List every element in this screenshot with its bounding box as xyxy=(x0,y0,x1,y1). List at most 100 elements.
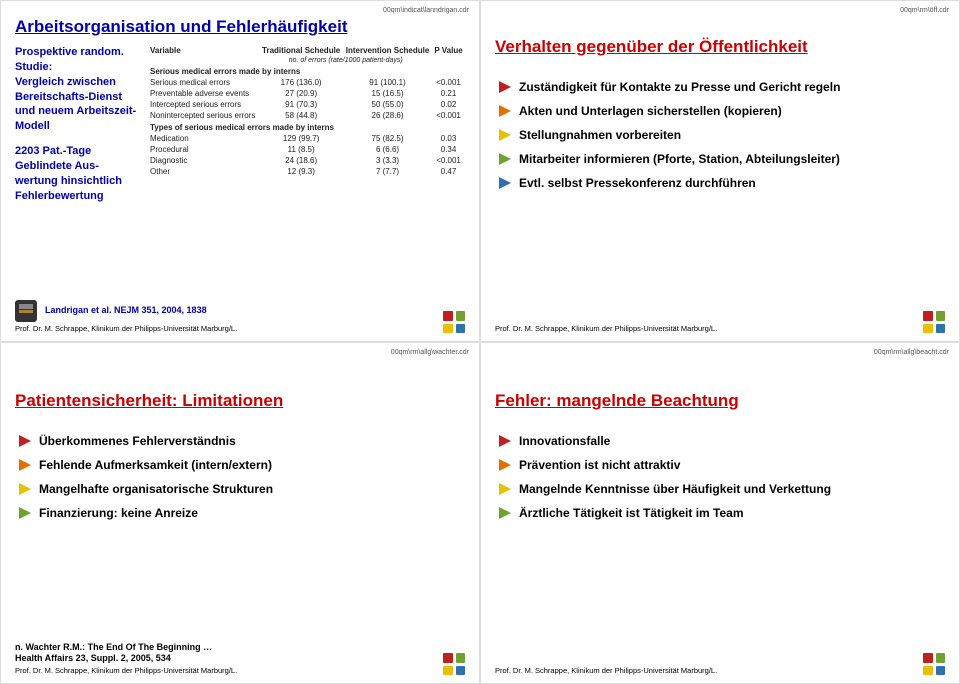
table-cell: 26 (28.6) xyxy=(343,110,432,121)
uni-icon xyxy=(15,300,37,322)
table-cell: 129 (99.7) xyxy=(259,133,343,144)
table-cell: 0.47 xyxy=(432,166,465,177)
bullet-item: Finanzierung: keine Anreize xyxy=(19,506,465,521)
bullet-item: Evtl. selbst Pressekonferenz durchführen xyxy=(499,176,945,191)
table-cell: 91 (70.3) xyxy=(259,99,343,110)
table-cell: <0.001 xyxy=(432,110,465,121)
table-row: Preventable adverse events27 (20.9)15 (1… xyxy=(148,88,465,99)
table-cell: Intercepted serious errors xyxy=(148,99,259,110)
slide-title: Fehler: mangelnde Beachtung xyxy=(495,391,945,411)
table-cell: <0.001 xyxy=(432,77,465,88)
slide1-body: Prospektive random. Studie: Vergleich zw… xyxy=(15,45,465,300)
slide-4: 00qm\rm\allg\beacht.cdr Fehler: mangelnd… xyxy=(480,342,960,684)
table-cell: 91 (100.1) xyxy=(343,77,432,88)
table-cell: Serious medical errors xyxy=(148,77,259,88)
table-cell: 50 (55.0) xyxy=(343,99,432,110)
attribution: Prof. Dr. M. Schrappe, Klinikum der Phil… xyxy=(15,324,237,333)
file-code: 00qm\rm\öff.cdr xyxy=(900,7,949,14)
table-row: Serious medical errors176 (136.0)91 (100… xyxy=(148,77,465,88)
slide-footer: n. Wachter R.M.: The End Of The Beginnin… xyxy=(15,642,465,676)
bullet-list: Überkommenes Fehlerverständnis Fehlende A… xyxy=(15,425,465,530)
study-description: Prospektive random. Studie: Vergleich zw… xyxy=(15,45,140,300)
bullet-item: Fehlende Aufmerksamkeit (intern/extern) xyxy=(19,458,465,473)
table-cell: <0.001 xyxy=(432,155,465,166)
table-row: Nonintercepted serious errors58 (44.8)26… xyxy=(148,110,465,121)
slide-1: 00qm\indicat\lanndrigan.cdr Arbeitsorgan… xyxy=(0,0,480,342)
th-trad: Traditional Schedule xyxy=(259,45,343,56)
table-cell: 0.03 xyxy=(432,133,465,144)
logo-quadrant xyxy=(456,311,466,321)
bullet-item: Stellungnahmen vorbereiten xyxy=(499,128,945,143)
bullet-item: Mangelhafte organisatorische Strukturen xyxy=(19,482,465,497)
slide-title: Verhalten gegenüber der Öffentlichkeit xyxy=(495,37,945,57)
table-cell: Other xyxy=(148,166,259,177)
table-cell: 24 (18.6) xyxy=(259,155,343,166)
bullet-item: Überkommenes Fehlerverständnis xyxy=(19,434,465,449)
bullet-item: Mitarbeiter informieren (Pforte, Station… xyxy=(499,152,945,167)
th-p: P Value xyxy=(432,45,465,56)
logo-quadrant xyxy=(456,666,466,676)
slide-2: 00qm\rm\öff.cdr Verhalten gegenüber der … xyxy=(480,0,960,342)
table-cell: 0.21 xyxy=(432,88,465,99)
results-table: Variable Traditional Schedule Interventi… xyxy=(148,45,465,300)
logo-quadrant xyxy=(443,311,453,321)
table-cell: 12 (9.3) xyxy=(259,166,343,177)
table-cell: Medication xyxy=(148,133,259,144)
attribution: Prof. Dr. M. Schrappe, Klinikum der Phil… xyxy=(495,666,717,675)
logo-quadrant xyxy=(456,653,466,663)
group1: Serious medical errors made by interns xyxy=(148,65,465,77)
bullet-list: Zuständigkeit für Kontakte zu Presse und… xyxy=(495,71,945,200)
table-cell: Preventable adverse events xyxy=(148,88,259,99)
ref-line1: n. Wachter R.M.: The End Of The Beginnin… xyxy=(15,642,237,653)
slide-3: 00qm\rm\allg\wachter.cdr Patientensicher… xyxy=(0,342,480,684)
table-row: Diagnostic24 (18.6)3 (3.3)<0.001 xyxy=(148,155,465,166)
table-cell: 6 (6.6) xyxy=(343,144,432,155)
table-sub: no. of errors (rate/1000 patient-days) xyxy=(259,56,432,65)
table-row: Intercepted serious errors91 (70.3)50 (5… xyxy=(148,99,465,110)
logo-quadrant xyxy=(923,653,933,663)
bullet-list: InnovationsfallePrävention ist nicht att… xyxy=(495,425,945,530)
table-cell: 15 (16.5) xyxy=(343,88,432,99)
table-cell: 27 (20.9) xyxy=(259,88,343,99)
bullet-item: Zuständigkeit für Kontakte zu Presse und… xyxy=(499,80,945,95)
rows2: Medication129 (99.7)75 (82.5)0.03Procedu… xyxy=(148,133,465,177)
logo-icon xyxy=(923,311,945,333)
table-cell: 0.34 xyxy=(432,144,465,155)
logo-quadrant xyxy=(936,311,946,321)
logo-icon xyxy=(923,653,945,675)
table-cell: Nonintercepted serious errors xyxy=(148,110,259,121)
table-row: Procedural11 (8.5)6 (6.6)0.34 xyxy=(148,144,465,155)
study-p1: Prospektive random. Studie: Vergleich zw… xyxy=(15,45,140,134)
table-row: Medication129 (99.7)75 (82.5)0.03 xyxy=(148,133,465,144)
table-cell: Procedural xyxy=(148,144,259,155)
table-cell: 0.02 xyxy=(432,99,465,110)
table-cell: 58 (44.8) xyxy=(259,110,343,121)
slide-title: Patientensicherheit: Limitationen xyxy=(15,391,465,411)
logo-quadrant xyxy=(923,311,933,321)
attribution: Prof. Dr. M. Schrappe, Klinikum der Phil… xyxy=(495,324,717,333)
table-cell: Diagnostic xyxy=(148,155,259,166)
slide-footer: Landrigan et al. NEJM 351, 2004, 1838 Pr… xyxy=(15,300,465,333)
file-code: 00qm\rm\allg\beacht.cdr xyxy=(874,349,949,356)
bullet-item: Prävention ist nicht attraktiv xyxy=(499,458,945,473)
slide-footer: Prof. Dr. M. Schrappe, Klinikum der Phil… xyxy=(495,653,945,675)
table-cell: 7 (7.7) xyxy=(343,166,432,177)
logo-quadrant xyxy=(443,653,453,663)
bullet-item: Akten und Unterlagen sicherstellen (kopi… xyxy=(499,104,945,119)
table-row: Other12 (9.3)7 (7.7)0.47 xyxy=(148,166,465,177)
logo-quadrant xyxy=(443,666,453,676)
bullet-item: Ärztliche Tätigkeit ist Tätigkeit im Tea… xyxy=(499,506,945,521)
reference: Landrigan et al. NEJM 351, 2004, 1838 xyxy=(45,305,207,316)
logo-quadrant xyxy=(936,666,946,676)
rows1: Serious medical errors176 (136.0)91 (100… xyxy=(148,77,465,121)
th-variable: Variable xyxy=(148,45,259,56)
attribution: Prof. Dr. M. Schrappe, Klinikum der Phil… xyxy=(15,666,237,675)
table-cell: 176 (136.0) xyxy=(259,77,343,88)
file-code: 00qm\rm\allg\wachter.cdr xyxy=(391,349,469,356)
table-cell: 75 (82.5) xyxy=(343,133,432,144)
th-interv: Intervention Schedule xyxy=(343,45,432,56)
logo-icon xyxy=(443,311,465,333)
bullet-item: Mangelnde Kenntnisse über Häufigkeit und… xyxy=(499,482,945,497)
file-code: 00qm\indicat\lanndrigan.cdr xyxy=(383,7,469,14)
ref-line2: Health Affairs 23, Suppl. 2, 2005, 534 xyxy=(15,653,237,664)
